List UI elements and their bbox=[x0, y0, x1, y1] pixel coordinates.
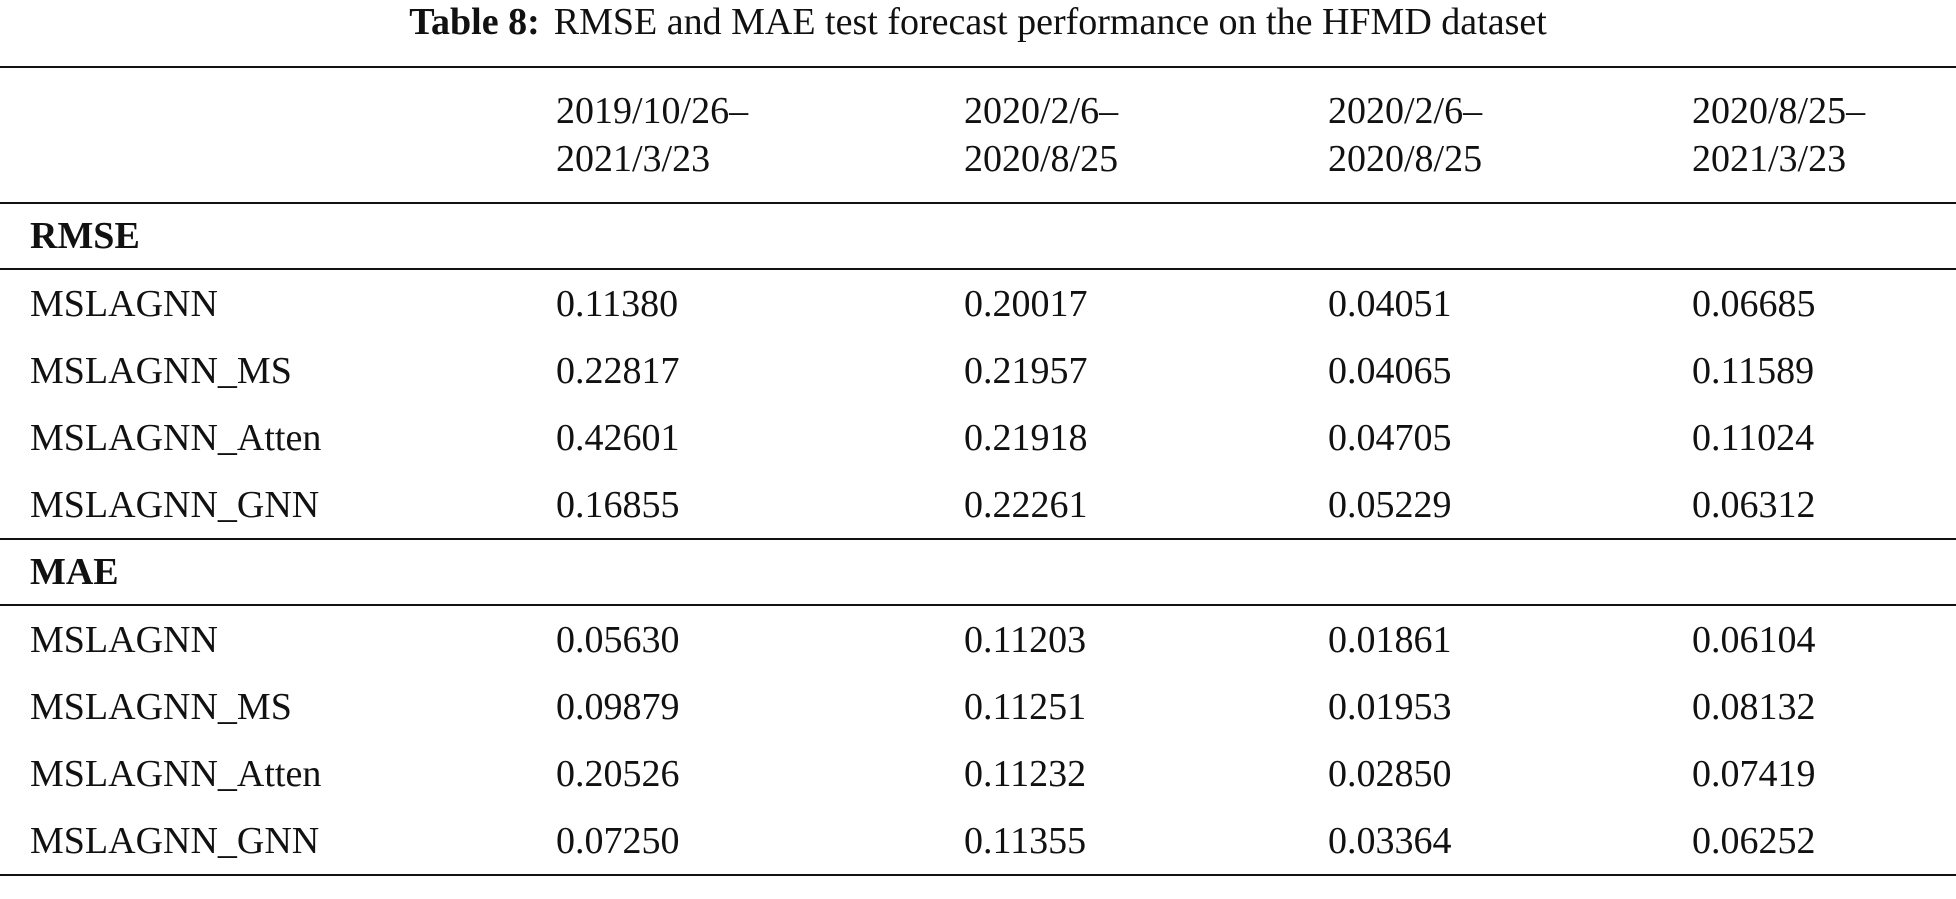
table-row: MSLAGNN_Atten 0.20526 0.11232 0.02850 0.0741… bbox=[0, 740, 1956, 807]
best-value-cell: 0.06104 bbox=[1692, 618, 1816, 661]
header-cell-period-1: 2019/10/26– 2021/3/23 bbox=[556, 66, 964, 204]
value-cell: 0.06685 bbox=[1692, 282, 1816, 325]
best-value-cell: 0.05630 bbox=[556, 618, 680, 661]
table-body: RMSE MSLAGNN 0.11380 0.20017 0.04051 0.06685 M… bbox=[0, 203, 1956, 876]
table-caption: Table 8: RMSE and MAE test forecast perfo… bbox=[0, 0, 1956, 44]
table-row: MSLAGNN_MS 0.22817 0.21957 0.04065 0.11589 bbox=[0, 337, 1956, 404]
value-cell: 0.11251 bbox=[964, 685, 1087, 728]
header-cell-empty bbox=[0, 66, 556, 204]
best-value-cell: 0.20017 bbox=[964, 282, 1088, 325]
section-title: RMSE bbox=[0, 203, 1956, 270]
value-cell: 0.16855 bbox=[556, 471, 964, 540]
value-cell: 0.05229 bbox=[1328, 471, 1692, 540]
value-cell: 0.22261 bbox=[964, 471, 1328, 540]
section-header-row: RMSE bbox=[0, 203, 1956, 270]
header-row: 2019/10/26– 2021/3/23 2020/2/6– 2020/8/2… bbox=[0, 66, 1956, 204]
results-table: 2019/10/26– 2021/3/23 2020/2/6– 2020/8/2… bbox=[0, 66, 1956, 876]
value-cell: 0.21957 bbox=[964, 349, 1088, 392]
value-cell: 0.08132 bbox=[1692, 685, 1816, 728]
header-period-1-end: 2021/3/23 bbox=[556, 138, 711, 180]
value-cell: 0.21918 bbox=[964, 416, 1088, 459]
value-cell: 0.06252 bbox=[1692, 807, 1956, 876]
value-cell: 0.04065 bbox=[1328, 349, 1452, 392]
best-value-cell: 0.01861 bbox=[1328, 618, 1452, 661]
value-cell: 0.42601 bbox=[556, 416, 680, 459]
table-row: MSLAGNN 0.05630 0.11203 0.01861 0.06104 bbox=[0, 605, 1956, 673]
model-name-cell: MSLAGNN_Atten bbox=[30, 752, 322, 795]
header-period-2-end: 2020/8/25 bbox=[964, 138, 1119, 180]
model-name-cell: MSLAGNN bbox=[30, 618, 218, 661]
table-row: MSLAGNN_Atten 0.42601 0.21918 0.04705 0.1102… bbox=[0, 404, 1956, 471]
header-period-4-start: 2020/8/25– bbox=[1692, 90, 1866, 132]
value-cell: 0.09879 bbox=[556, 685, 680, 728]
value-cell: 0.01953 bbox=[1328, 685, 1452, 728]
best-value-cell: 0.11203 bbox=[964, 618, 1087, 661]
header-period-1-start: 2019/10/26– bbox=[556, 90, 749, 132]
value-cell: 0.03364 bbox=[1328, 807, 1692, 876]
value-cell: 0.11355 bbox=[964, 807, 1328, 876]
table-row: MSLAGNN_MS 0.09879 0.11251 0.01953 0.08132 bbox=[0, 673, 1956, 740]
header-period-3-start: 2020/2/6– bbox=[1328, 90, 1483, 132]
model-name-cell: MSLAGNN_MS bbox=[30, 685, 292, 728]
best-value-cell: 0.04051 bbox=[1328, 282, 1452, 325]
table-row: MSLAGNN_GNN 0.16855 0.22261 0.05229 0.06312 bbox=[0, 471, 1956, 540]
caption-label: Table 8: bbox=[409, 1, 540, 43]
section-title: MAE bbox=[0, 539, 1956, 606]
model-name-cell: MSLAGNN_MS bbox=[30, 349, 292, 392]
value-cell: 0.11589 bbox=[1692, 349, 1815, 392]
model-name-cell: MSLAGNN bbox=[30, 282, 218, 325]
value-cell: 0.07250 bbox=[556, 807, 964, 876]
value-cell: 0.04705 bbox=[1328, 416, 1452, 459]
header-period-4-end: 2021/3/23 bbox=[1692, 138, 1847, 180]
value-cell: 0.11024 bbox=[1692, 416, 1815, 459]
header-cell-period-2: 2020/2/6– 2020/8/25 bbox=[964, 66, 1328, 204]
table-row: MSLAGNN 0.11380 0.20017 0.04051 0.06685 bbox=[0, 269, 1956, 337]
model-name-cell: MSLAGNN_GNN bbox=[0, 471, 556, 540]
header-cell-period-4: 2020/8/25– 2021/3/23 bbox=[1692, 66, 1956, 204]
model-name-cell: MSLAGNN_GNN bbox=[0, 807, 556, 876]
value-cell: 0.20526 bbox=[556, 752, 680, 795]
value-cell: 0.11232 bbox=[964, 752, 1087, 795]
header-period-3-end: 2020/8/25 bbox=[1328, 138, 1483, 180]
value-cell: 0.07419 bbox=[1692, 752, 1816, 795]
table-row: MSLAGNN_GNN 0.07250 0.11355 0.03364 0.06252 bbox=[0, 807, 1956, 876]
header-period-2-start: 2020/2/6– bbox=[964, 90, 1119, 132]
caption-text: RMSE and MAE test forecast performance o… bbox=[553, 1, 1547, 43]
section-header-row: MAE bbox=[0, 539, 1956, 606]
value-cell: 0.22817 bbox=[556, 349, 680, 392]
best-value-cell: 0.06312 bbox=[1692, 471, 1956, 540]
value-cell: 0.02850 bbox=[1328, 752, 1452, 795]
header-cell-period-3: 2020/2/6– 2020/8/25 bbox=[1328, 66, 1692, 204]
best-value-cell: 0.11380 bbox=[556, 282, 679, 325]
model-name-cell: MSLAGNN_Atten bbox=[30, 416, 322, 459]
